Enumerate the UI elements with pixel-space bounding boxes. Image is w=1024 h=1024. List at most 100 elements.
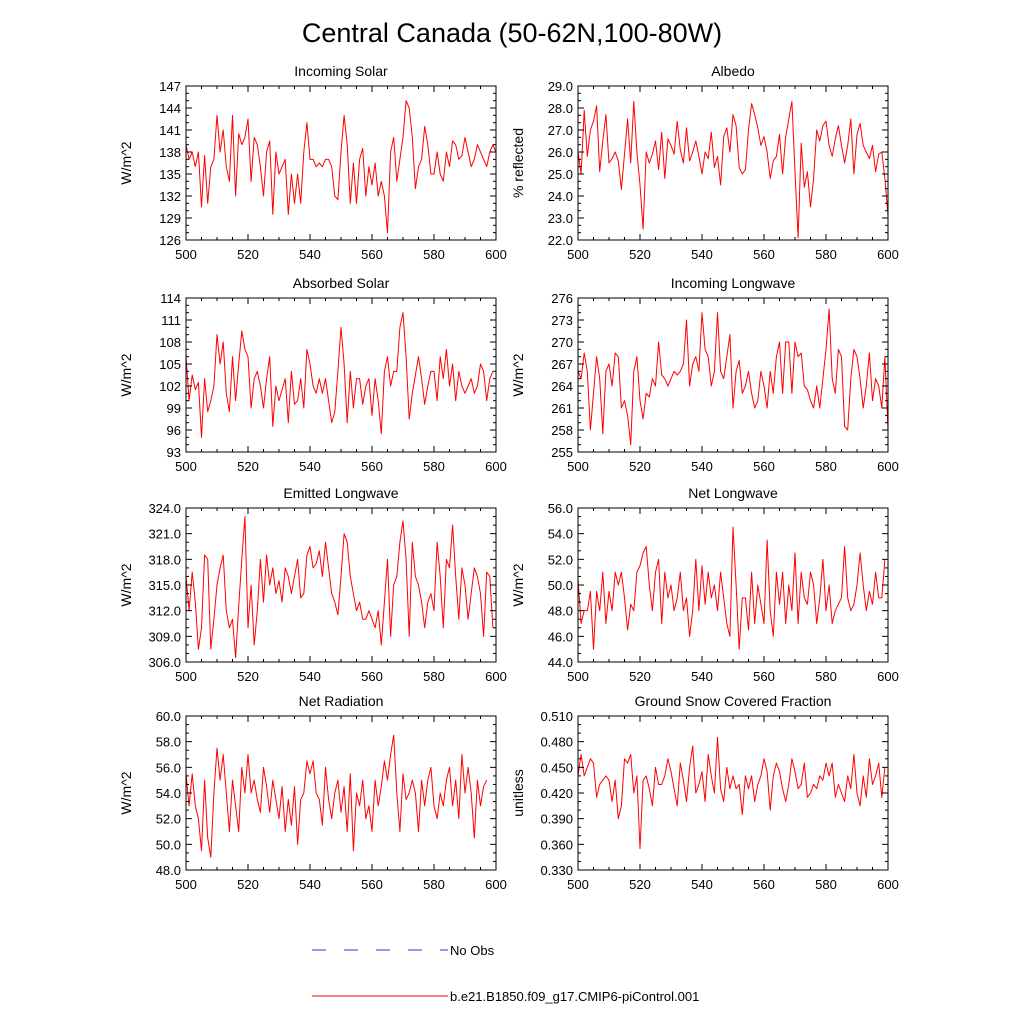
y-tick-label: 23.0 — [548, 211, 573, 226]
y-tick-label: 0.390 — [540, 812, 573, 827]
x-tick-label: 520 — [237, 459, 259, 474]
plot-frame — [577, 297, 889, 453]
y-tick-label: 27.0 — [548, 123, 573, 138]
x-tick-label: 560 — [753, 877, 775, 892]
y-axis-label: unitless — [510, 769, 526, 816]
y-tick-label: 52.0 — [156, 812, 181, 827]
y-tick-label: 58.0 — [156, 735, 181, 750]
y-tick-label: 0.510 — [540, 709, 573, 724]
panel-title: Emitted Longwave — [283, 485, 398, 501]
x-tick-label: 540 — [691, 877, 713, 892]
panel-title: Net Longwave — [688, 485, 778, 501]
x-tick-label: 500 — [567, 877, 589, 892]
y-tick-label: 273 — [551, 313, 573, 328]
x-tick-label: 560 — [361, 247, 383, 262]
x-tick-label: 540 — [691, 247, 713, 262]
panel-title: Albedo — [711, 63, 755, 79]
y-tick-label: 96 — [167, 423, 181, 438]
x-tick-label: 500 — [175, 669, 197, 684]
y-tick-label: 0.480 — [540, 735, 573, 750]
y-tick-label: 56.0 — [156, 760, 181, 775]
figure-title: Central Canada (50-62N,100-80W) — [302, 18, 722, 48]
legend: No Obs b.e21.B1850.f09_g17.CMIP6-piContr… — [312, 943, 699, 1004]
x-tick-label: 580 — [423, 459, 445, 474]
plot-frame — [185, 507, 497, 663]
y-tick-label: 324.0 — [148, 501, 181, 516]
panel-title: Net Radiation — [299, 693, 384, 709]
panel-title: Ground Snow Covered Fraction — [635, 693, 832, 709]
y-tick-label: 44.0 — [548, 655, 573, 670]
x-tick-label: 540 — [691, 459, 713, 474]
y-tick-label: 29.0 — [548, 79, 573, 94]
panel-title: Incoming Longwave — [671, 275, 796, 291]
plot-frame — [185, 715, 497, 871]
x-tick-label: 520 — [237, 877, 259, 892]
y-tick-label: 54.0 — [548, 527, 573, 542]
y-tick-label: 24.0 — [548, 189, 573, 204]
x-tick-label: 580 — [815, 247, 837, 262]
x-tick-label: 560 — [753, 669, 775, 684]
y-tick-label: 108 — [159, 335, 181, 350]
y-tick-label: 48.0 — [156, 863, 181, 878]
y-tick-label: 56.0 — [548, 501, 573, 516]
y-tick-label: 255 — [551, 445, 573, 460]
y-tick-label: 93 — [167, 445, 181, 460]
y-tick-label: 0.330 — [540, 863, 573, 878]
y-axis-label: W/m^2 — [118, 563, 134, 606]
y-tick-label: 258 — [551, 423, 573, 438]
x-tick-label: 560 — [361, 459, 383, 474]
y-tick-label: 261 — [551, 401, 573, 416]
y-tick-label: 270 — [551, 335, 573, 350]
x-tick-label: 520 — [629, 247, 651, 262]
x-tick-label: 540 — [299, 247, 321, 262]
panel-title: Absorbed Solar — [293, 275, 390, 291]
panel-incoming-longwave: Incoming Longwave W/m^2 500 520 540 560 580 600… — [510, 275, 899, 474]
y-axis-label: W/m^2 — [510, 563, 526, 606]
y-tick-label: 126 — [159, 233, 181, 248]
series-line — [578, 736, 886, 850]
x-tick-label: 520 — [629, 877, 651, 892]
y-tick-label: 306.0 — [148, 655, 181, 670]
y-axis-label: W/m^2 — [510, 353, 526, 396]
panel-ground-snow-covered-fraction: Ground Snow Covered Fraction unitless 500 5… — [510, 693, 899, 892]
x-tick-label: 560 — [753, 459, 775, 474]
x-tick-label: 500 — [175, 459, 197, 474]
y-tick-label: 318.0 — [148, 552, 181, 567]
series-line — [186, 516, 494, 659]
x-tick-label: 580 — [815, 877, 837, 892]
x-tick-label: 520 — [629, 459, 651, 474]
panel-grid: Incoming Solar W/m^2 500 520 540 560 580 600 126… — [118, 63, 899, 892]
y-tick-label: 22.0 — [548, 233, 573, 248]
y-axis-label: W/m^2 — [118, 141, 134, 184]
x-tick-label: 580 — [423, 877, 445, 892]
y-tick-label: 129 — [159, 211, 181, 226]
x-tick-label: 540 — [299, 669, 321, 684]
panel-absorbed-solar: Absorbed Solar W/m^2 500 520 540 560 580 600 93 9… — [118, 275, 507, 474]
x-tick-label: 600 — [485, 247, 507, 262]
series-line — [186, 734, 488, 858]
y-tick-label: 26.0 — [548, 145, 573, 160]
x-tick-label: 580 — [815, 459, 837, 474]
plot-frame — [185, 297, 497, 453]
x-tick-label: 600 — [485, 877, 507, 892]
x-tick-label: 600 — [877, 247, 899, 262]
y-tick-label: 321.0 — [148, 527, 181, 542]
x-tick-label: 600 — [877, 877, 899, 892]
panel-title: Incoming Solar — [294, 63, 388, 79]
x-tick-label: 540 — [691, 669, 713, 684]
y-tick-label: 135 — [159, 167, 181, 182]
y-tick-label: 144 — [159, 101, 181, 116]
legend-model-label: b.e21.B1850.f09_g17.CMIP6-piControl.001 — [450, 989, 699, 1004]
x-tick-label: 560 — [361, 669, 383, 684]
y-tick-label: 309.0 — [148, 629, 181, 644]
y-tick-label: 0.420 — [540, 786, 573, 801]
x-tick-label: 560 — [753, 247, 775, 262]
y-tick-label: 50.0 — [548, 578, 573, 593]
y-tick-label: 99 — [167, 401, 181, 416]
y-tick-label: 267 — [551, 357, 573, 372]
series-line — [578, 308, 888, 446]
x-tick-label: 520 — [629, 669, 651, 684]
y-tick-label: 312.0 — [148, 604, 181, 619]
x-tick-label: 600 — [485, 459, 507, 474]
